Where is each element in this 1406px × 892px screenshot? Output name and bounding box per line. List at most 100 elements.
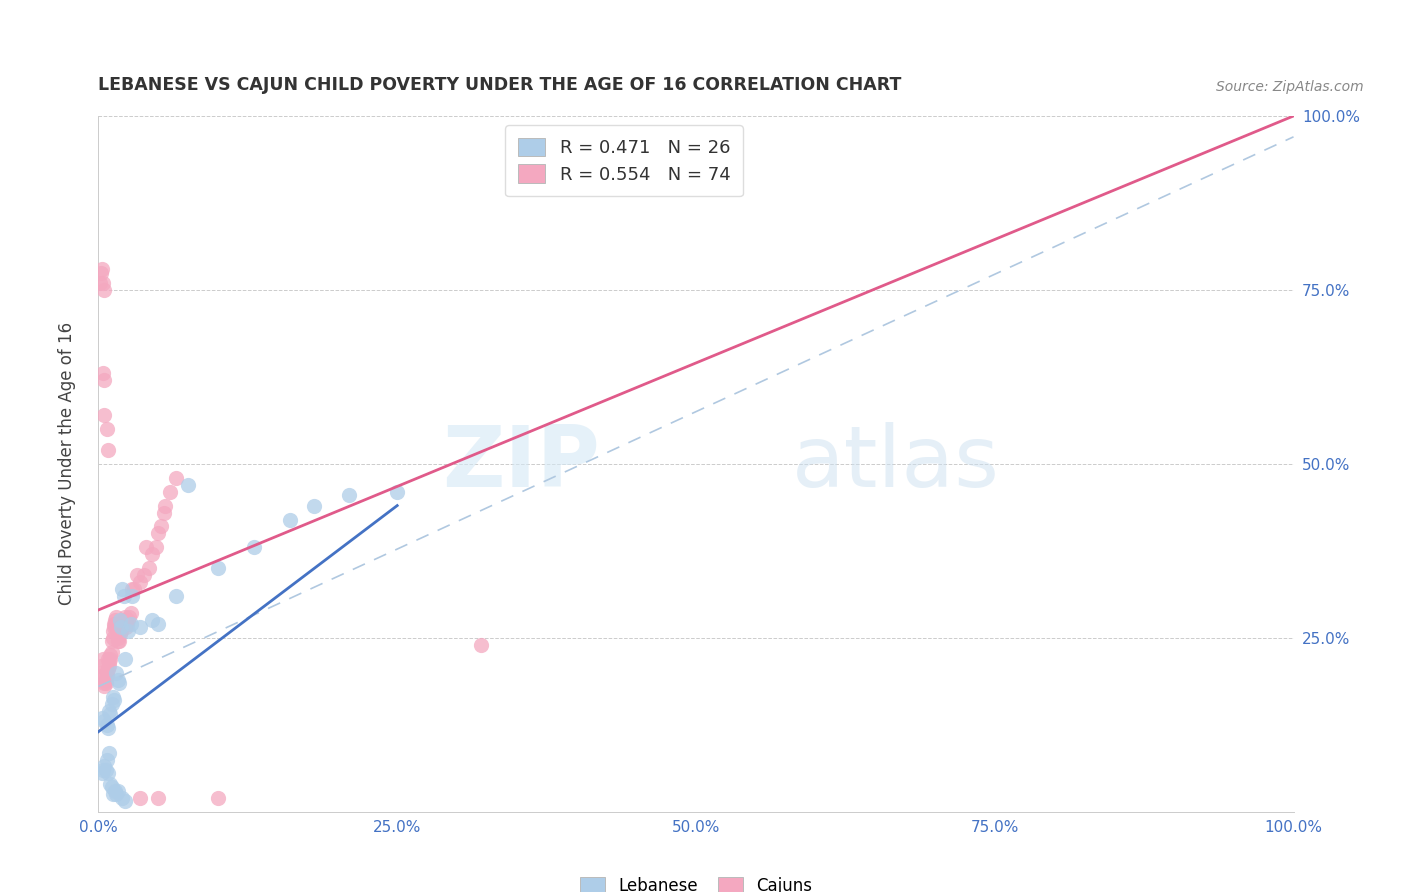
- Point: [98, 648, 122, 662]
- Point: [104, 616, 127, 631]
- Point: [117, 614, 139, 628]
- Point: [108, 614, 131, 628]
- Point: [120, 607, 142, 621]
- Point: [93, 759, 115, 773]
- Point: [124, 582, 146, 596]
- Point: [385, 484, 409, 499]
- Point: [121, 589, 143, 603]
- Point: [117, 624, 139, 638]
- Point: [107, 624, 129, 638]
- Point: [89, 665, 111, 680]
- Point: [98, 658, 121, 673]
- Point: [105, 620, 128, 634]
- Point: [91, 262, 114, 277]
- Point: [91, 711, 114, 725]
- Point: [96, 665, 118, 680]
- Point: [114, 614, 136, 628]
- Point: [91, 763, 114, 777]
- Point: [138, 561, 160, 575]
- Point: [107, 676, 129, 690]
- Point: [114, 651, 136, 665]
- Point: [207, 790, 229, 805]
- Point: [97, 442, 120, 457]
- Point: [111, 582, 134, 596]
- Text: atlas: atlas: [792, 422, 1000, 506]
- Point: [98, 707, 122, 722]
- Point: [91, 669, 114, 683]
- Point: [91, 367, 114, 381]
- Point: [120, 616, 142, 631]
- Point: [105, 610, 128, 624]
- Point: [98, 746, 121, 760]
- Point: [111, 616, 134, 631]
- Point: [89, 276, 111, 290]
- Point: [165, 589, 187, 603]
- Point: [135, 541, 157, 555]
- Point: [149, 519, 172, 533]
- Point: [107, 673, 129, 687]
- Point: [97, 721, 120, 735]
- Point: [132, 568, 155, 582]
- Point: [96, 753, 118, 767]
- Point: [91, 276, 114, 290]
- Point: [153, 506, 176, 520]
- Point: [112, 589, 135, 603]
- Point: [141, 547, 163, 561]
- Point: [97, 766, 120, 780]
- Point: [90, 266, 112, 280]
- Point: [129, 620, 152, 634]
- Point: [541, 129, 564, 144]
- Point: [101, 690, 124, 704]
- Point: [96, 669, 118, 683]
- Point: [108, 627, 131, 641]
- Point: [94, 763, 117, 777]
- Legend: Lebanese, Cajuns: Lebanese, Cajuns: [571, 869, 821, 892]
- Point: [114, 794, 136, 808]
- Point: [97, 662, 120, 676]
- Point: [101, 631, 124, 645]
- Point: [100, 645, 122, 659]
- Point: [91, 651, 114, 665]
- Point: [100, 780, 122, 795]
- Point: [111, 790, 134, 805]
- Point: [91, 766, 114, 780]
- Point: [107, 784, 129, 798]
- Point: [96, 422, 118, 436]
- Point: [121, 582, 143, 596]
- Point: [107, 631, 129, 645]
- Point: [93, 714, 115, 729]
- Point: [94, 673, 117, 687]
- Point: [165, 471, 187, 485]
- Point: [177, 477, 200, 491]
- Point: [100, 697, 122, 711]
- Point: [129, 790, 152, 805]
- Point: [155, 499, 177, 513]
- Y-axis label: Child Poverty Under the Age of 16: Child Poverty Under the Age of 16: [58, 322, 76, 606]
- Point: [470, 638, 492, 652]
- Point: [97, 651, 120, 665]
- Point: [101, 788, 124, 801]
- Point: [105, 665, 128, 680]
- Point: [98, 655, 121, 669]
- Point: [115, 620, 138, 634]
- Point: [104, 784, 127, 798]
- Point: [129, 575, 152, 590]
- Point: [148, 526, 170, 541]
- Point: [103, 693, 125, 707]
- Point: [118, 610, 141, 624]
- Point: [98, 777, 122, 791]
- Point: [96, 717, 118, 731]
- Point: [111, 620, 134, 634]
- Point: [98, 704, 121, 718]
- Text: LEBANESE VS CAJUN CHILD POVERTY UNDER THE AGE OF 16 CORRELATION CHART: LEBANESE VS CAJUN CHILD POVERTY UNDER TH…: [98, 76, 901, 94]
- Point: [141, 614, 163, 628]
- Point: [115, 616, 138, 631]
- Point: [207, 561, 229, 575]
- Point: [93, 676, 115, 690]
- Point: [100, 634, 122, 648]
- Point: [148, 616, 170, 631]
- Point: [110, 624, 132, 638]
- Point: [302, 499, 325, 513]
- Text: Source: ZipAtlas.com: Source: ZipAtlas.com: [1216, 79, 1364, 94]
- Point: [101, 624, 124, 638]
